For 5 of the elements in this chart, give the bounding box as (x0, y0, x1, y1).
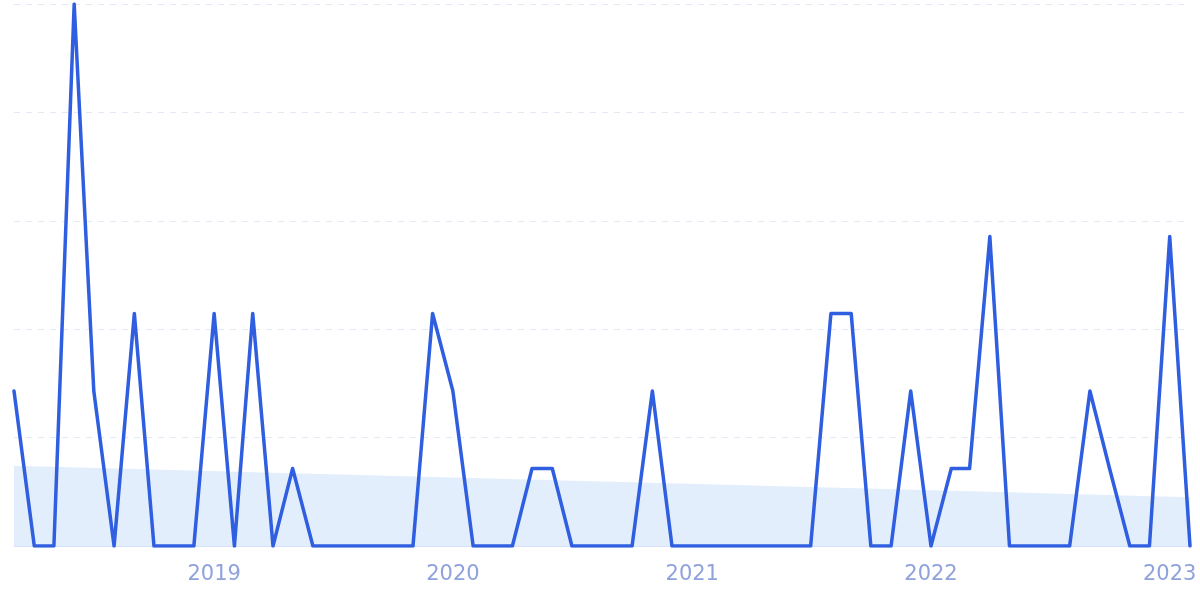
x-tick-label: 2021 (665, 560, 719, 585)
x-tick-label: 2022 (904, 560, 958, 585)
x-tick-label: 2020 (426, 560, 480, 585)
x-tick-label: 2019 (187, 560, 241, 585)
x-tick-label: 2023 (1143, 560, 1197, 585)
